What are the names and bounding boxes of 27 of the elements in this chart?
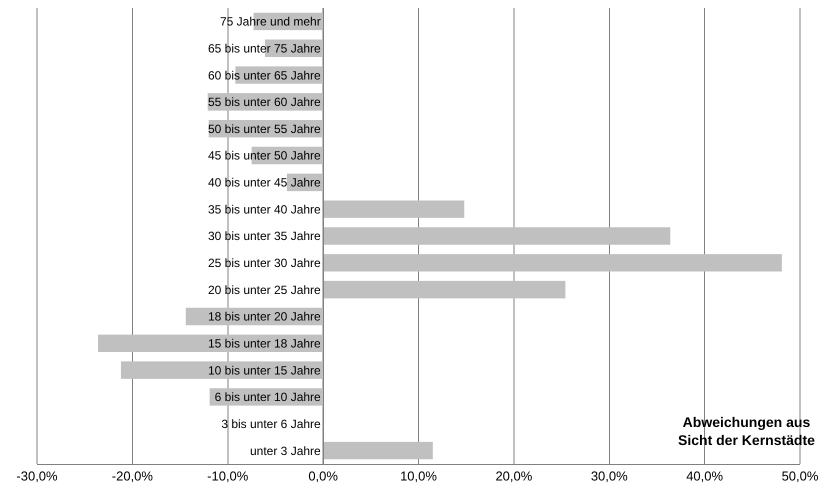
y-tick-label: 65 bis unter 75 Jahre: [208, 41, 322, 56]
y-tick-label: 25 bis unter 30 Jahre: [208, 256, 322, 270]
y-tick-label: 6 bis unter 10 Jahre: [214, 390, 322, 404]
y-tick-label: unter 3 Jahre: [250, 444, 322, 458]
annotation: Abweichungen aus Sicht der Kernstädte: [678, 414, 816, 448]
y-tick-label: 30 bis unter 35 Jahre: [208, 229, 322, 244]
y-tick-label: 3 bis unter 6 Jahre: [221, 416, 322, 431]
y-tick-label: 18 bis unter 20 Jahre: [208, 310, 322, 324]
y-tick-label: 60 bis unter 65 Jahre: [208, 68, 322, 82]
y-tick-label: 15 bis unter 18 Jahre: [208, 336, 322, 350]
y-tick-label: 55 bis unter 60 Jahre: [208, 95, 322, 110]
x-tick-label: -10,0%: [207, 468, 249, 484]
x-tick-label: 10,0%: [400, 468, 438, 484]
y-tick-label: 20 bis unter 25 Jahre: [208, 282, 322, 297]
y-tick-label: 35 bis unter 40 Jahre: [208, 202, 322, 216]
x-tick-label: 20,0%: [495, 468, 533, 484]
x-tick-label: 40,0%: [686, 468, 724, 484]
x-tick-label: 30,0%: [590, 468, 628, 484]
y-tick-label: 75 Jahre und mehr: [220, 14, 321, 29]
y-tick-label: 45 bis unter 50 Jahre: [208, 148, 322, 163]
x-tick-label: 0,0%: [308, 468, 338, 484]
y-tick-label: 50 bis unter 55 Jahre: [208, 122, 322, 136]
y-tick-label: 40 bis unter 45 Jahre: [208, 176, 322, 190]
y-tick-label: 10 bis unter 15 Jahre: [208, 363, 322, 378]
x-tick-label: 50,0%: [782, 468, 819, 484]
x-tick-label: -30,0%: [16, 468, 58, 484]
x-tick-label: -20,0%: [112, 468, 154, 484]
